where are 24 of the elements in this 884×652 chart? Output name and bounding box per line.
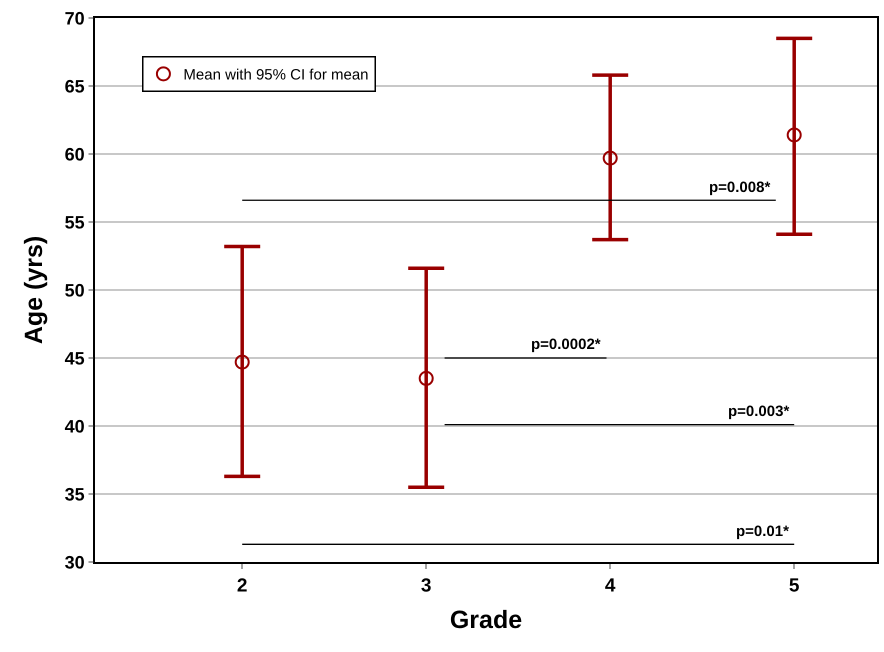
x-tick-label: 2	[236, 576, 248, 597]
y-tick-label: 40	[64, 416, 85, 436]
point	[418, 370, 434, 386]
y-tick-label: 55	[64, 212, 85, 232]
y-tick-label: 70	[64, 8, 85, 28]
point	[234, 354, 250, 370]
point	[786, 127, 802, 142]
point	[602, 150, 618, 166]
x-tick-label: 4	[604, 576, 616, 597]
x-axis-title: Grade	[450, 606, 522, 634]
y-tick-label: 30	[64, 552, 85, 572]
annotation: p=0.0002*	[531, 336, 601, 353]
y-tick-label: 65	[64, 76, 85, 96]
y-axis-title: Age (yrs)	[20, 236, 48, 344]
legend-label: Mean with 95% CI for mean	[183, 66, 369, 84]
x-tick-label: 5	[788, 576, 800, 597]
y-tick-label: 35	[64, 484, 85, 504]
x-tick-label: 3	[420, 576, 432, 597]
annotation: p=0.008*	[709, 179, 770, 196]
annotation: p=0.01*	[736, 523, 790, 540]
annotation: p=0.003*	[728, 403, 790, 420]
y-tick-label: 60	[64, 144, 85, 164]
y-tick-label: 45	[64, 348, 85, 368]
y-tick-label: 50	[64, 280, 85, 300]
